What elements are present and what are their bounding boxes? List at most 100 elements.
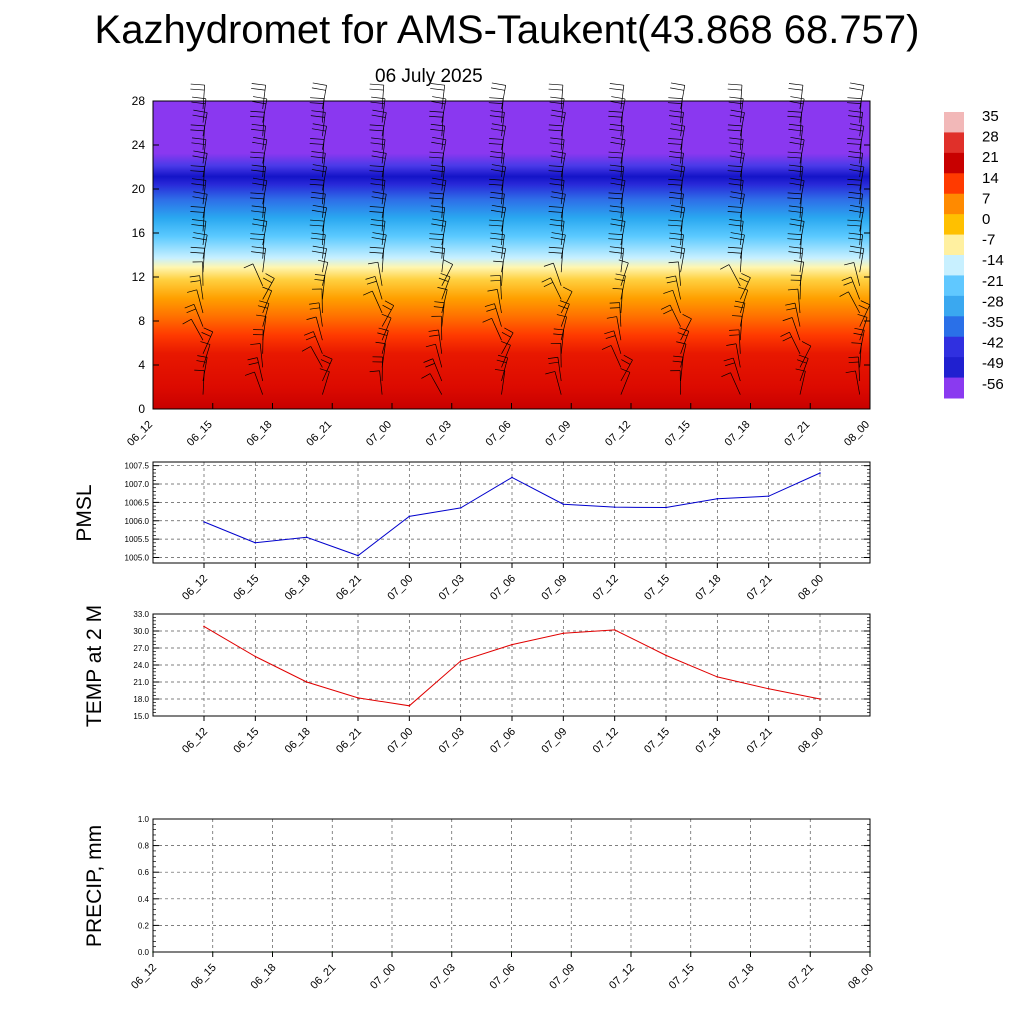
- wind-barb-flag: [850, 204, 864, 209]
- wind-barb: [553, 262, 562, 286]
- wind-barb: [560, 139, 565, 164]
- wind-barb-flag: [787, 197, 802, 200]
- wind-barb-flag: [726, 343, 737, 346]
- wind-barb-flag: [850, 245, 864, 249]
- wind-barb: [620, 372, 631, 395]
- colorbar-label: -56: [982, 376, 1004, 393]
- wind-barb-flag: [727, 83, 742, 86]
- wind-barb-flag: [310, 115, 325, 118]
- colorbar-swatch: [944, 112, 964, 133]
- wind-barb-flag: [853, 332, 864, 336]
- cs-xtick-label: 07_09: [543, 419, 573, 449]
- wind-barb-flag: [727, 88, 742, 91]
- wind-barb-flag: [253, 177, 267, 181]
- wind-barb: [620, 180, 626, 205]
- wind-barb-flag: [494, 369, 505, 372]
- wind-barb-flag: [311, 110, 326, 113]
- wind-barb: [381, 139, 386, 164]
- wind-barb-flag: [484, 303, 495, 307]
- wind-barb-flag: [553, 333, 564, 336]
- wind-barb: [859, 180, 862, 205]
- wind-barb-flag: [309, 307, 320, 310]
- wind-barb-flag: [550, 219, 565, 222]
- wind-barb-flag: [428, 329, 439, 332]
- wind-barb: [620, 98, 626, 123]
- wind-barb-flag: [190, 170, 205, 172]
- wind-barb-flag: [790, 136, 805, 141]
- wind-barb: [560, 221, 565, 246]
- temp2m-ylabel: TEMP at 2 M: [83, 605, 106, 727]
- wind-barb-flag: [253, 218, 267, 222]
- xtick-label: 07_09: [539, 726, 569, 756]
- wind-barb-flag: [667, 102, 682, 104]
- wind-barb: [441, 264, 454, 286]
- wind-barb-flag: [548, 246, 563, 249]
- wind-barb-flag: [504, 327, 514, 334]
- wind-barb: [322, 153, 326, 178]
- wind-barb: [799, 125, 804, 150]
- wind-barb-flag: [790, 218, 805, 222]
- colorbar-label: -7: [982, 232, 995, 249]
- xtick-label: 07_00: [385, 573, 415, 603]
- colorbar-label: 21: [982, 149, 999, 166]
- wind-barb-flag: [609, 83, 624, 86]
- wind-barb: [501, 98, 504, 123]
- wind-barb: [799, 234, 803, 259]
- wind-barb: [441, 180, 447, 205]
- wind-barb-flag: [251, 123, 266, 127]
- wind-barb-flag: [434, 301, 445, 304]
- wind-barb-flag: [610, 141, 625, 146]
- wind-barb-flag: [429, 115, 444, 118]
- ytick-label: 1005.5: [125, 535, 150, 544]
- wind-barb: [259, 343, 264, 368]
- wind-barb: [381, 330, 389, 354]
- wind-barb-flag: [670, 245, 685, 249]
- wind-barb-flag: [549, 101, 564, 105]
- precip-panel: PRECIP, mm 06_12 06_15 06_18 06_21 07_00 07_0…: [83, 815, 876, 992]
- wind-barb-flag: [682, 313, 692, 320]
- wind-barb: [739, 194, 745, 218]
- wind-barb-flag: [372, 232, 387, 236]
- wind-barb: [381, 207, 385, 232]
- xtick-label: 07_15: [642, 726, 672, 756]
- data-point: [562, 503, 565, 506]
- wind-barb: [193, 304, 204, 327]
- wind-barb-flag: [440, 273, 451, 278]
- wind-barb: [322, 193, 326, 218]
- wind-barb: [322, 371, 330, 395]
- wind-barb-flag: [311, 209, 326, 214]
- wind-barb-flag: [847, 97, 862, 100]
- wind-barb: [202, 139, 207, 164]
- wind-barb: [199, 275, 204, 300]
- wind-barb: [680, 193, 684, 218]
- colorbar-label: 35: [982, 108, 999, 125]
- wind-barb-flag: [728, 183, 743, 186]
- wind-barb-flag: [490, 151, 505, 154]
- wind-barb: [739, 221, 744, 246]
- wind-barb: [202, 112, 208, 137]
- cs-xtick-label: 06_21: [304, 419, 334, 449]
- wind-barb: [432, 358, 443, 382]
- wind-barb-flag: [423, 358, 433, 363]
- wind-barb: [739, 180, 744, 205]
- wind-barb: [191, 319, 204, 341]
- wind-barb: [739, 302, 746, 327]
- wind-barb: [381, 125, 385, 150]
- wind-barb-flag: [788, 246, 803, 249]
- wind-barb-flag: [369, 211, 384, 213]
- cs-xtick-label: 07_03: [424, 419, 454, 449]
- wind-barb: [262, 303, 270, 327]
- wind-barb: [501, 193, 505, 218]
- wind-barb: [381, 305, 395, 327]
- wind-barb-flag: [430, 128, 445, 132]
- wind-barb-flag: [312, 123, 327, 127]
- cs-xtick-label: 06_18: [245, 419, 275, 449]
- wind-barb-flag: [668, 261, 679, 264]
- wind-barb: [441, 234, 444, 259]
- data-point: [459, 507, 462, 509]
- wind-barb: [610, 345, 622, 368]
- wind-barb-flag: [847, 178, 862, 181]
- wind-barb: [381, 221, 386, 246]
- ytick-label: 15.0: [133, 712, 149, 721]
- wind-barb: [859, 112, 863, 137]
